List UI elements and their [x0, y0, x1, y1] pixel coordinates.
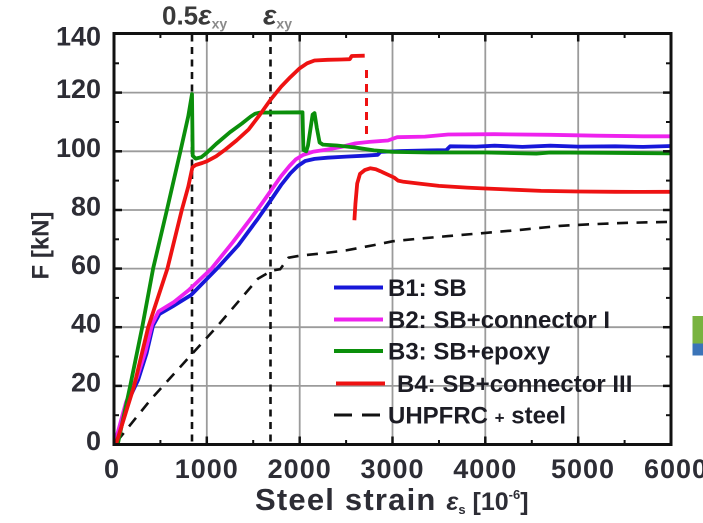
svg-text:0: 0 [104, 454, 120, 484]
svg-text:60: 60 [71, 250, 101, 280]
svg-text:0: 0 [86, 426, 101, 456]
svg-text:3000: 3000 [360, 454, 424, 484]
svg-text:Steel strain εs [10-6]: Steel strain εs [10-6] [255, 482, 529, 517]
svg-text:εxy: εxy [263, 0, 292, 32]
svg-text:B1: SB: B1: SB [388, 275, 467, 302]
svg-text:6000: 6000 [644, 454, 703, 484]
svg-text:140: 140 [56, 21, 101, 51]
svg-text:B3: SB+epoxy: B3: SB+epoxy [388, 339, 551, 366]
svg-text:80: 80 [71, 192, 101, 222]
svg-text:40: 40 [71, 309, 101, 339]
svg-text:B2: SB+connector I: B2: SB+connector I [388, 307, 610, 334]
svg-text:B4: SB+connector III: B4: SB+connector III [397, 371, 632, 398]
svg-text:F [kN]: F [kN] [28, 212, 55, 280]
svg-text:5000: 5000 [551, 454, 615, 484]
svg-text:100: 100 [56, 133, 101, 163]
svg-text:20: 20 [71, 367, 101, 397]
svg-text:UHPFRC + steel: UHPFRC + steel [388, 403, 566, 430]
svg-text:2000: 2000 [268, 454, 332, 484]
svg-text:1000: 1000 [175, 454, 239, 484]
svg-text:4000: 4000 [453, 454, 517, 484]
svg-text:120: 120 [56, 74, 101, 104]
